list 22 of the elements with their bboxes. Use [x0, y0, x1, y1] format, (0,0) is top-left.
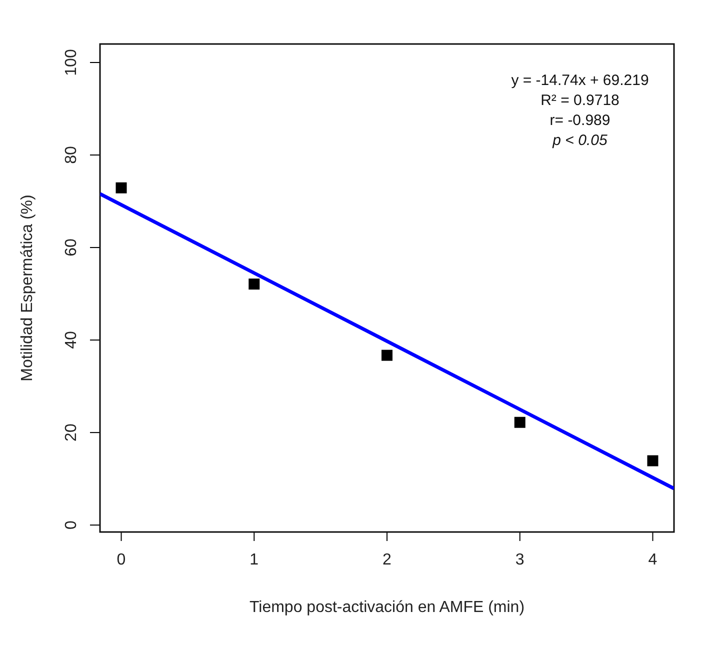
annotation: R² = 0.9718 [540, 92, 620, 109]
annotation: y = -14.74x + 69.219 [511, 72, 649, 89]
point [647, 455, 658, 466]
y-tick-label: 40 [63, 331, 80, 349]
point [116, 182, 127, 194]
x-tick-label: 1 [250, 551, 259, 568]
y-tick-label: 100 [63, 49, 80, 76]
point [382, 350, 392, 361]
point [248, 278, 260, 290]
y-tick-label: 20 [63, 424, 80, 442]
annotation: r= -0.989 [550, 112, 610, 129]
y-tick-label: 0 [63, 520, 80, 530]
x-axis-title: Tiempo post-activación en AMFE (min) [249, 599, 525, 616]
x-tick-label: 0 [116, 551, 126, 568]
annotation: p < 0.05 [552, 132, 608, 149]
x-tick-label: 3 [515, 551, 524, 568]
y-tick-label: 80 [63, 146, 80, 164]
point [514, 416, 526, 428]
x-tick-label: 4 [648, 551, 658, 568]
y-axis-title: Motilidad Espermática (%) [19, 194, 36, 382]
x-tick-label: 2 [382, 551, 392, 568]
y-tick-label: 60 [63, 238, 80, 256]
